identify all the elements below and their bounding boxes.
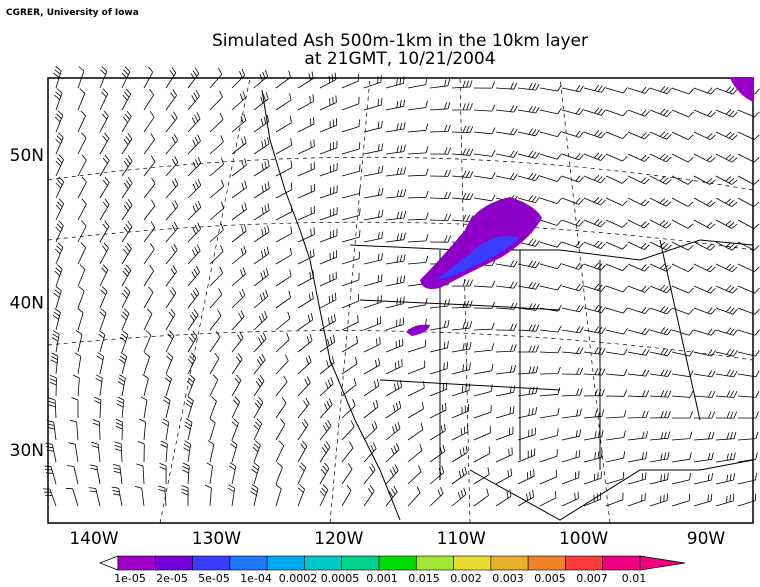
- colorbar-swatch: [341, 555, 380, 571]
- lat-label: 50N: [10, 146, 44, 166]
- title: Simulated Ash 500m-1km in the 10km layer: [212, 31, 588, 51]
- credit: CGRER, University of Iowa: [6, 8, 139, 18]
- colorbar-swatch: [154, 555, 193, 571]
- colorbar-label: 0.005: [534, 572, 566, 585]
- colorbar-swatch: [378, 555, 417, 571]
- colorbar-swatch: [602, 555, 641, 571]
- ash-patch: [406, 324, 430, 336]
- map-area: [42, 66, 760, 524]
- colorbar-left-arrow: [98, 555, 119, 571]
- colorbar-label: 1e-05: [114, 572, 146, 585]
- colorbar-label: 5e-05: [198, 572, 230, 585]
- lon-label: 90W: [687, 529, 726, 549]
- colorbar-swatch: [490, 555, 529, 571]
- colorbar-label: 0.001: [366, 572, 398, 585]
- axis-labels: 140W 130W 120W 110W 100W 90W 50N 40N 30N: [10, 146, 726, 549]
- ash-corner: [730, 78, 753, 102]
- colorbar-swatch: [527, 555, 566, 571]
- colorbar-label: 1e-04: [240, 572, 272, 585]
- lon-label: 100W: [559, 529, 608, 549]
- colorbar: 1e-05 2e-05 5e-05 1e-04 0.0002 0.0005 0.001 0.0…: [98, 555, 686, 585]
- boundaries: [261, 89, 754, 521]
- colorbar-label: 0.007: [576, 572, 608, 585]
- colorbar-label: 0.015: [408, 572, 440, 585]
- subtitle: at 21GMT, 10/21/2004: [304, 49, 495, 69]
- colorbar-swatch: [117, 555, 156, 571]
- lon-label: 120W: [314, 529, 363, 549]
- colorbar-swatch: [415, 555, 454, 571]
- lon-label: 130W: [192, 529, 241, 549]
- colorbar-label: 0.002: [450, 572, 482, 585]
- lat-label: 30N: [10, 441, 44, 461]
- colorbar-swatch: [266, 555, 305, 571]
- colorbar-swatch: [304, 555, 343, 571]
- ash-plume-core: [435, 236, 520, 280]
- colorbar-swatch: [192, 555, 231, 571]
- colorbar-label: 0.0005: [321, 572, 360, 585]
- colorbar-label: 0.01: [622, 572, 647, 585]
- colorbar-swatch: [229, 555, 268, 571]
- graticule: [47, 77, 754, 524]
- colorbar-right-arrow: [639, 555, 686, 571]
- lat-label: 40N: [10, 294, 44, 314]
- ash-plume: [420, 197, 542, 289]
- colorbar-label: 0.0002: [279, 572, 318, 585]
- colorbar-label: 2e-05: [156, 572, 188, 585]
- colorbar-label: 0.003: [492, 572, 524, 585]
- lon-label: 140W: [69, 529, 118, 549]
- colorbar-swatch: [453, 555, 492, 571]
- colorbar-swatch: [565, 555, 604, 571]
- lon-label: 110W: [437, 529, 486, 549]
